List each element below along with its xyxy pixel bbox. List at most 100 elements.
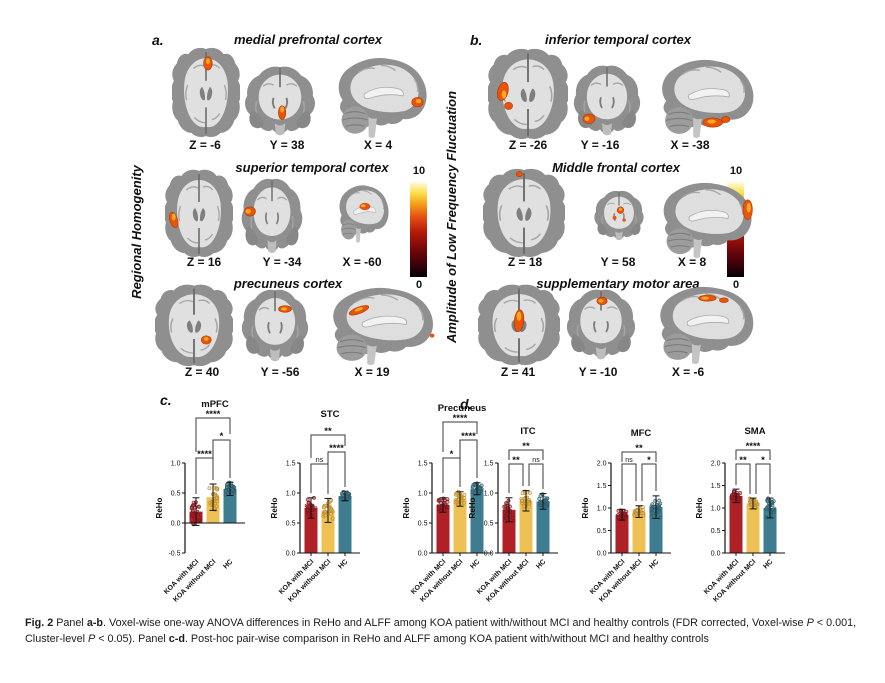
bar-KOA with MCI	[615, 514, 629, 553]
brain-axial-precuneus	[155, 283, 233, 367]
sig-bracket	[528, 463, 544, 489]
sig-label: ns	[625, 457, 633, 464]
y-tick-label: 0.0	[286, 550, 296, 557]
bar-KOA without MCI	[746, 503, 760, 553]
scatter-HC	[764, 496, 777, 520]
sig-label: ****	[197, 449, 212, 460]
bar-KOA with MCI	[729, 495, 743, 553]
sig-label: ****	[453, 413, 468, 424]
error-bar	[341, 490, 349, 502]
y-axis-label: ReHo	[695, 497, 704, 518]
coord-label: Y = 38	[269, 138, 305, 152]
caption-segment: a-b	[86, 617, 104, 629]
caption-segment: Panel	[53, 617, 87, 629]
sig-label: **	[739, 455, 747, 466]
colorbar-max-label: 10	[412, 165, 426, 177]
sig-label: **	[635, 443, 643, 454]
y-tick-label: 0.0	[484, 550, 494, 557]
y-tick-label: 0.5	[286, 520, 296, 527]
scatter-HC	[537, 492, 550, 509]
brain-sagittal-mfc	[663, 182, 753, 259]
sig-bracket	[212, 439, 231, 480]
brain-coronal-mpfc	[244, 65, 316, 137]
y-tick-label: 0.5	[484, 520, 494, 527]
sig-label: *	[220, 431, 224, 442]
bar-KOA with MCI	[304, 508, 318, 553]
chart-title: Precuneus	[438, 403, 487, 414]
panel-c-label: c.	[160, 392, 172, 408]
caption-segment: . Post-hoc pair-wise comparison in ReHo …	[184, 632, 709, 645]
scatter-KOA without MCI	[747, 496, 760, 510]
error-bar	[192, 497, 200, 526]
bar-KOA without MCI	[321, 510, 335, 553]
coord-label: Z = 16	[186, 255, 222, 269]
y-tick-label: 2.0	[597, 460, 607, 467]
error-bar	[766, 497, 774, 519]
sig-label: **	[522, 441, 530, 452]
brain-axial-mpfc	[172, 47, 240, 138]
row-title-stc: superior temporal cortex	[235, 160, 389, 175]
bar-HC	[338, 496, 352, 553]
y-tick-label: 0.5	[171, 490, 181, 497]
scatter-KOA with MCI	[189, 500, 203, 527]
y-tick-label: 1.5	[597, 483, 607, 490]
brain-sagittal-sma	[659, 286, 755, 365]
caption-segment: < 0.001, Cluster-level	[25, 617, 857, 645]
chart-title: ITC	[520, 426, 535, 437]
sig-label: **	[512, 455, 520, 466]
error-bar	[307, 497, 315, 519]
x-tick-label: HC	[222, 558, 234, 570]
sig-bracket	[735, 463, 751, 494]
colorbar-min-label: 0	[415, 279, 423, 291]
x-tick-label: HC	[535, 558, 547, 570]
y-tick-label: 1.0	[597, 505, 607, 512]
error-bar	[456, 491, 464, 507]
y-axis-label: ReHo	[581, 497, 590, 518]
y-tick-label: 0.5	[597, 528, 607, 535]
sig-bracket	[735, 449, 771, 460]
coord-label: X = -60	[342, 255, 382, 269]
y-tick-label: 1.0	[711, 505, 721, 512]
colorbar-reho	[410, 182, 427, 277]
sig-bracket	[195, 417, 231, 452]
brain-sagittal-precuneus	[332, 287, 435, 366]
y-tick-label: 0.0	[597, 550, 607, 557]
y-tick-label: 0.0	[418, 550, 428, 557]
scatter-KOA with MCI	[436, 496, 450, 514]
y-tick-label: 1.0	[418, 490, 428, 497]
chart-title: STC	[321, 409, 340, 420]
sig-bracket	[442, 421, 478, 452]
row-title-itc: inferior temporal cortex	[545, 32, 691, 47]
error-bar	[226, 481, 234, 496]
coord-label: Y = -10	[578, 365, 618, 379]
panel-d-label: d.	[460, 396, 473, 412]
y-tick-label: 0.5	[711, 528, 721, 535]
brain-axial-mfc	[483, 167, 565, 258]
error-bar	[522, 490, 530, 512]
caption-segment: P	[806, 617, 814, 629]
sig-label: ****	[461, 431, 476, 442]
y-axis-label: ReHo	[468, 497, 477, 518]
caption-segment: P	[88, 632, 96, 645]
caption-segment: . Voxel-wise one-way ANOVA differences i…	[103, 617, 807, 629]
y-tick-label: 1.5	[286, 460, 296, 467]
brain-axial-sma	[478, 283, 560, 366]
y-tick-label: 2.0	[711, 460, 721, 467]
coord-label: Z = -6	[189, 138, 221, 152]
y-axis-label: ReHo	[155, 497, 164, 518]
bar-KOA without MCI	[453, 499, 467, 553]
sig-label: ****	[329, 443, 344, 454]
y-axis-label: ReHo	[270, 497, 279, 518]
error-bar	[324, 497, 332, 523]
coord-label: Y = -34	[262, 255, 302, 269]
sig-bracket	[310, 463, 329, 494]
coord-label: Z = -26	[508, 138, 548, 152]
y-tick-label: 1.5	[711, 483, 721, 490]
coord-label: Z = 18	[507, 255, 543, 269]
